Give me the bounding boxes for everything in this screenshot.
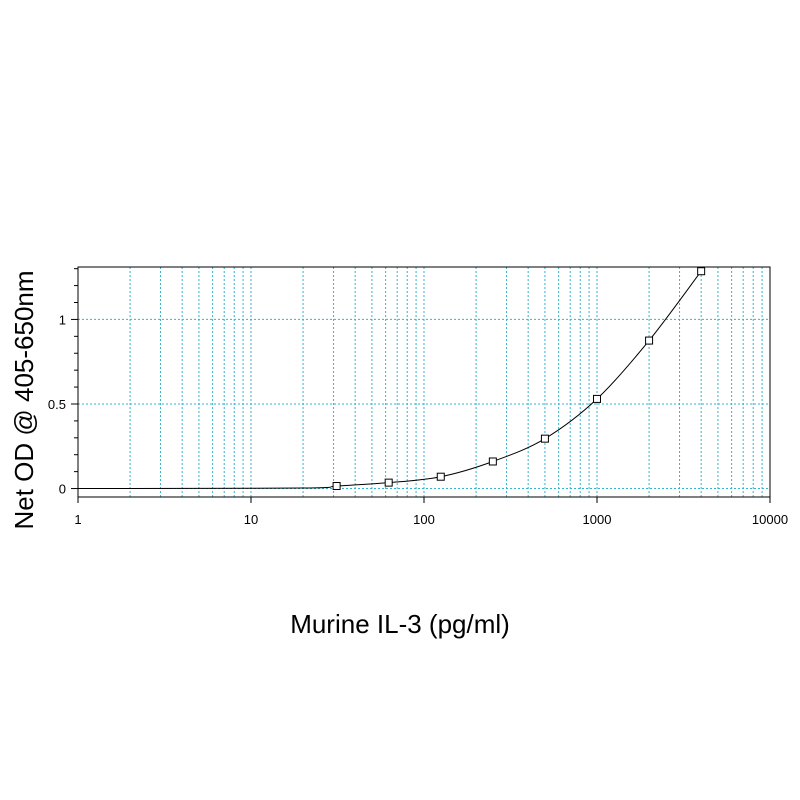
y-minor-ticks xyxy=(74,268,78,473)
y-tick-label: 0 xyxy=(59,482,66,497)
plot-frame xyxy=(77,266,771,498)
data-point xyxy=(645,336,654,345)
x-tick-label: 1 xyxy=(74,512,81,527)
y-axis-title: Net OD @ 405-650nm xyxy=(9,270,39,529)
x-tick-label: 1000 xyxy=(583,512,612,527)
x-tick-label: 100 xyxy=(413,512,435,527)
data-point xyxy=(384,478,393,487)
y-tick-label: 0.5 xyxy=(48,397,66,412)
x-axis-title: Murine IL-3 (pg/ml) xyxy=(290,609,510,639)
data-points xyxy=(332,267,706,491)
x-tick-label: 10 xyxy=(244,512,258,527)
data-point xyxy=(332,482,341,491)
data-point xyxy=(436,472,445,481)
data-point xyxy=(488,457,497,466)
x-tick-label: 10000 xyxy=(752,512,788,527)
grid-lines xyxy=(78,267,770,497)
data-point xyxy=(540,434,549,443)
data-point xyxy=(697,267,706,276)
data-point xyxy=(593,394,601,403)
x-tick-labels: 1 10 100 1000 10000 xyxy=(74,497,788,527)
fit-curve xyxy=(77,270,702,490)
y-tick-label: 1 xyxy=(59,312,66,327)
y-tick-labels: 00.51 xyxy=(48,312,78,497)
